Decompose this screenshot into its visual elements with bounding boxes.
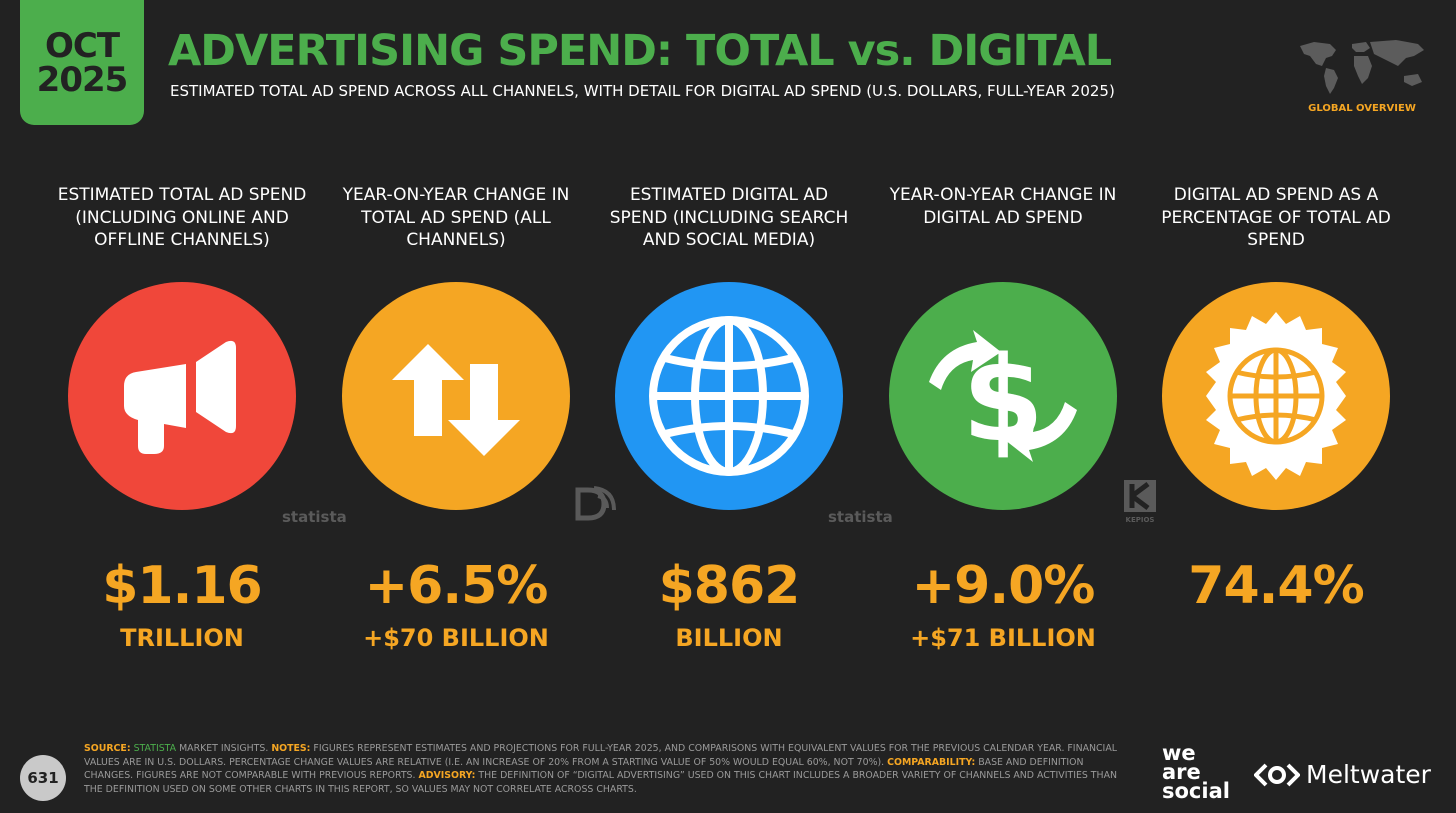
footer-notes: SOURCE: STATISTA MARKET INSIGHTS. NOTES:… <box>84 742 1134 796</box>
advisory-text: THE DEFINITION OF “DIGITAL ADVERTISING” … <box>84 770 1118 795</box>
kepios-logo: KEPIOS <box>1124 480 1156 524</box>
kepios-label: KEPIOS <box>1125 516 1155 524</box>
metric-heading: ESTIMATED TOTAL AD SPEND (INCLUDING ONLI… <box>57 185 307 250</box>
metric-total-ad-spend: ESTIMATED TOTAL AD SPEND (INCLUDING ONLI… <box>52 184 312 254</box>
metric-total-yoy: YEAR-ON-YEAR CHANGE IN TOTAL AD SPEND (A… <box>326 184 586 254</box>
source-logo: statista <box>282 508 347 526</box>
kepios-k-icon <box>1124 480 1156 512</box>
metric-value: 74.4% <box>1188 556 1364 616</box>
page-subtitle: ESTIMATED TOTAL AD SPEND ACROSS ALL CHAN… <box>170 82 1115 100</box>
metric-value: $1.16 <box>102 556 262 616</box>
was-line-2: are <box>1162 760 1201 784</box>
metric-sub: BILLION <box>675 624 783 652</box>
we-are-social-logo: we are social <box>1162 741 1230 803</box>
section-label: GLOBAL OVERVIEW <box>1308 103 1416 114</box>
metric-sub: TRILLION <box>120 624 244 652</box>
metric-heading: YEAR-ON-YEAR CHANGE IN TOTAL AD SPEND (A… <box>342 185 570 250</box>
up-down-arrows-icon <box>342 282 570 510</box>
source-logo: statista <box>828 508 893 526</box>
badge-month: OCT <box>44 25 120 66</box>
was-line-1: we <box>1162 741 1196 765</box>
metric-digital-share: DIGITAL AD SPEND AS A PERCENTAGE OF TOTA… <box>1146 184 1406 254</box>
meltwater-logo: Meltwater <box>1254 760 1431 789</box>
metric-value: +6.5% <box>364 556 549 616</box>
metric-value: $862 <box>658 556 801 616</box>
metric-digital-yoy: YEAR-ON-YEAR CHANGE IN DIGITAL AD SPEND <box>873 184 1133 254</box>
comparability-key: COMPARABILITY: <box>887 756 976 768</box>
was-line-3: social <box>1162 779 1230 803</box>
page-title: ADVERTISING SPEND: TOTAL vs. DIGITAL <box>168 26 1112 76</box>
notes-text: FIGURES REPRESENT ESTIMATES AND PROJECTI… <box>84 743 1117 768</box>
notes-key: NOTES: <box>271 743 311 754</box>
globe-badge-icon <box>1162 282 1390 510</box>
metric-value: +9.0% <box>911 556 1096 616</box>
megaphone-icon <box>68 282 296 510</box>
badge-year: 2025 <box>36 59 129 100</box>
datareportal-logo-icon <box>575 486 616 521</box>
date-badge: OCT 2025 <box>20 0 144 125</box>
world-map-icon <box>1300 40 1424 94</box>
dollar-exchange-icon: $ <box>889 282 1117 510</box>
comparability-text: BASE AND DEFINITION CHANGES. FIGURES ARE… <box>84 756 1084 782</box>
meltwater-label: Meltwater <box>1306 760 1431 789</box>
source-name[interactable]: STATISTA <box>133 743 177 754</box>
metric-heading: ESTIMATED DIGITAL AD SPEND (INCLUDING SE… <box>609 185 849 250</box>
globe-icon <box>615 282 843 510</box>
metric-heading: YEAR-ON-YEAR CHANGE IN DIGITAL AD SPEND <box>889 185 1117 228</box>
metric-sub: +$71 BILLION <box>910 624 1096 652</box>
metric-sub: +$70 BILLION <box>363 624 549 652</box>
source-key: SOURCE: <box>84 743 131 754</box>
source-rest: MARKET INSIGHTS. <box>179 743 269 754</box>
metric-heading: DIGITAL AD SPEND AS A PERCENTAGE OF TOTA… <box>1161 185 1391 250</box>
meltwater-mark-icon <box>1254 763 1300 786</box>
page-number: 631 <box>20 755 66 801</box>
metric-digital-ad-spend: ESTIMATED DIGITAL AD SPEND (INCLUDING SE… <box>599 184 859 254</box>
advisory-key: ADVISORY: <box>418 770 476 781</box>
